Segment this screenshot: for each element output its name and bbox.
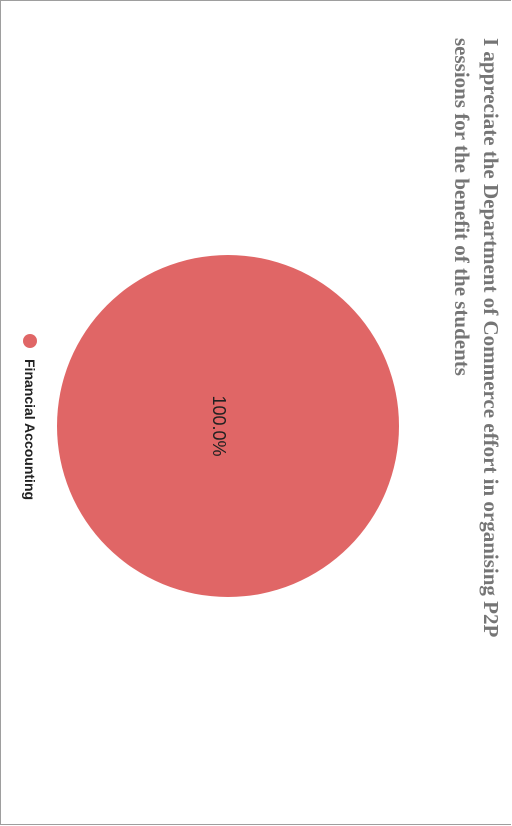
legend: Financial Accounting [22,334,38,500]
pie-slice-label: 100.0% [209,395,229,456]
pie-slices: 100.0% [57,255,399,597]
legend-swatch-financial-accounting [23,334,37,348]
legend-label-financial-accounting: Financial Accounting [22,359,38,500]
pie-slice-financial-accounting[interactable] [57,255,399,597]
